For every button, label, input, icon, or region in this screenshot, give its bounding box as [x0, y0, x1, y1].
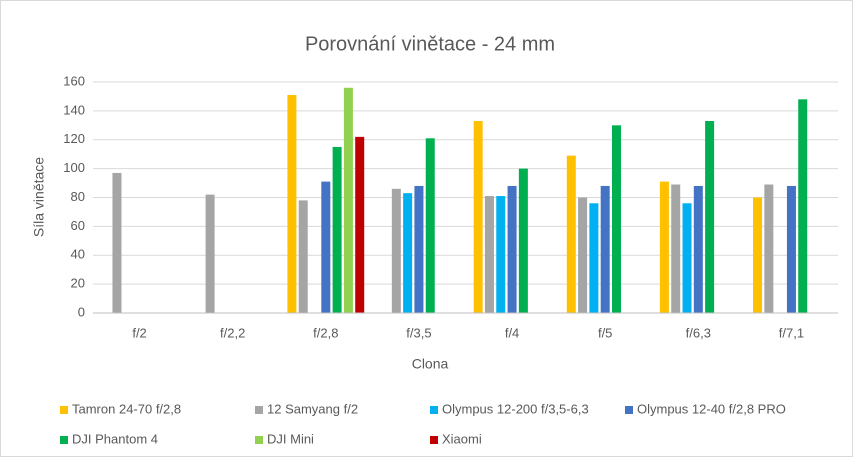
- legend-label: 12 Samyang f/2: [267, 401, 358, 416]
- y-tick-label: 100: [63, 160, 85, 175]
- x-tick-label: f/2,2: [220, 325, 245, 340]
- legend-swatch: [430, 436, 438, 444]
- x-tick-label: f/4: [505, 325, 519, 340]
- y-tick-label: 140: [63, 102, 85, 117]
- x-tick-label: f/3,5: [406, 325, 431, 340]
- legend-label: DJI Mini: [267, 431, 314, 446]
- legend-swatch: [430, 406, 438, 414]
- legend-swatch: [625, 406, 633, 414]
- bar: [355, 136, 365, 313]
- bar: [403, 193, 413, 313]
- bar: [705, 120, 715, 313]
- bar: [798, 99, 808, 313]
- y-tick-label: 80: [71, 189, 85, 204]
- legend-label: Xiaomi: [442, 431, 482, 446]
- bar: [786, 185, 796, 313]
- bar: [566, 155, 576, 313]
- y-tick-label: 120: [63, 131, 85, 146]
- bar: [671, 184, 681, 313]
- legend-label: DJI Phantom 4: [72, 431, 158, 446]
- legend-swatch: [255, 436, 263, 444]
- bar: [112, 172, 122, 313]
- bar: [496, 196, 506, 313]
- y-axis-title: Síla vinětace: [31, 157, 47, 237]
- legend-swatch: [60, 436, 68, 444]
- legend-swatch: [60, 406, 68, 414]
- x-tick-label: f/7,1: [779, 325, 804, 340]
- bar: [484, 196, 494, 313]
- bar: [682, 203, 692, 313]
- bar: [659, 181, 669, 313]
- legend-label: Tamron 24-70 f/2,8: [72, 401, 181, 416]
- bar: [391, 188, 401, 313]
- bar: [578, 197, 588, 313]
- bar: [414, 185, 424, 313]
- bar: [321, 181, 331, 313]
- chart-title: Porovnání vinětace - 24 mm: [305, 33, 555, 55]
- bar: [343, 87, 353, 314]
- legend-label: Olympus 12-200 f/3,5-6,3: [442, 401, 589, 416]
- bar: [205, 194, 215, 313]
- legend-label: Olympus 12-40 f/2,8 PRO: [637, 401, 786, 416]
- y-tick-label: 60: [71, 218, 85, 233]
- y-tick-label: 20: [71, 276, 85, 291]
- y-tick-label: 40: [71, 247, 85, 262]
- bar: [425, 138, 435, 313]
- y-tick-label: 160: [63, 73, 85, 88]
- bar: [332, 146, 342, 313]
- bar: [298, 200, 308, 313]
- x-tick-label: f/2: [132, 325, 146, 340]
- x-tick-label: f/5: [598, 325, 612, 340]
- bar: [589, 203, 599, 313]
- x-tick-label: f/6,3: [686, 325, 711, 340]
- bar: [507, 185, 517, 313]
- bar: [473, 120, 483, 313]
- bar: [600, 185, 610, 313]
- bar: [518, 168, 528, 313]
- bar: [693, 185, 703, 313]
- bar: [287, 94, 297, 314]
- bar: [764, 184, 774, 313]
- legend-swatch: [255, 406, 263, 414]
- bar: [611, 125, 621, 313]
- x-tick-label: f/2,8: [313, 325, 338, 340]
- bar: [753, 197, 763, 313]
- y-tick-label: 0: [78, 304, 85, 319]
- x-axis-title: Clona: [412, 356, 449, 372]
